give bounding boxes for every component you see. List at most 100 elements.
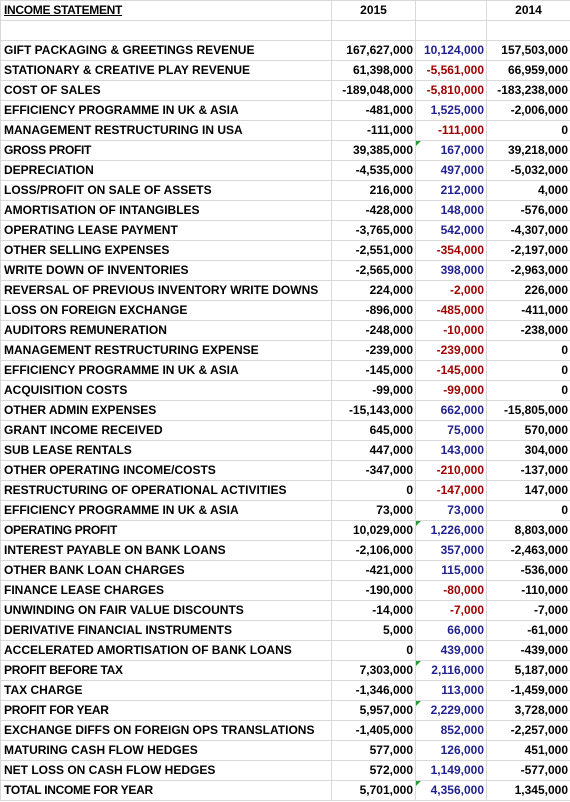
- value-2015-cell[interactable]: -2,106,000: [331, 540, 416, 561]
- change-cell[interactable]: 75,000: [415, 420, 487, 441]
- value-2015-cell[interactable]: -896,000: [331, 300, 416, 321]
- value-2014-cell[interactable]: -2,963,000: [486, 260, 570, 281]
- change-cell[interactable]: -145,000: [415, 360, 487, 381]
- value-2014-cell[interactable]: 570,000: [486, 420, 570, 441]
- change-cell[interactable]: -485,000: [415, 300, 487, 321]
- value-2015-cell[interactable]: -145,000: [331, 360, 416, 381]
- row-label-cell[interactable]: OTHER OPERATING INCOME/COSTS: [0, 460, 332, 481]
- value-2014-cell[interactable]: 3,728,000: [486, 700, 570, 721]
- change-cell[interactable]: -80,000: [415, 580, 487, 601]
- value-2015-cell[interactable]: -99,000: [331, 380, 416, 401]
- change-cell[interactable]: -5,810,000: [415, 80, 487, 101]
- value-2014-cell[interactable]: -1,459,000: [486, 680, 570, 701]
- change-cell[interactable]: 439,000: [415, 640, 487, 661]
- change-cell[interactable]: 357,000: [415, 540, 487, 561]
- value-2014-cell[interactable]: -439,000: [486, 640, 570, 661]
- value-2014-cell[interactable]: -5,032,000: [486, 160, 570, 181]
- change-cell[interactable]: 2,116,000: [415, 660, 487, 681]
- value-2014-cell[interactable]: 147,000: [486, 480, 570, 501]
- row-label-cell[interactable]: EXCHANGE DIFFS ON FOREIGN OPS TRANSLATIO…: [0, 720, 332, 741]
- row-label-cell[interactable]: MANAGEMENT RESTRUCTURING IN USA: [0, 120, 332, 141]
- change-cell[interactable]: 73,000: [415, 500, 487, 521]
- value-2015-cell[interactable]: 5,957,000: [331, 700, 416, 721]
- change-cell[interactable]: 2,229,000: [415, 700, 487, 721]
- value-2014-cell[interactable]: -411,000: [486, 300, 570, 321]
- value-2014-cell[interactable]: -4,307,000: [486, 220, 570, 241]
- value-2014-cell[interactable]: -183,238,000: [486, 80, 570, 101]
- row-label-cell[interactable]: OPERATING LEASE PAYMENT: [0, 220, 332, 241]
- value-2014-cell[interactable]: 8,803,000: [486, 520, 570, 541]
- value-2014-cell[interactable]: 0: [486, 500, 570, 521]
- change-cell[interactable]: -354,000: [415, 240, 487, 261]
- value-2015-cell[interactable]: -4,535,000: [331, 160, 416, 181]
- change-cell[interactable]: -239,000: [415, 340, 487, 361]
- value-2015-cell[interactable]: 5,000: [331, 620, 416, 641]
- row-label-cell[interactable]: GRANT INCOME RECEIVED: [0, 420, 332, 441]
- value-2015-cell[interactable]: -428,000: [331, 200, 416, 221]
- row-label-cell[interactable]: OTHER ADMIN EXPENSES: [0, 400, 332, 421]
- row-label-cell[interactable]: SUB LEASE RENTALS: [0, 440, 332, 461]
- row-label-cell[interactable]: LOSS ON FOREIGN EXCHANGE: [0, 300, 332, 321]
- value-2014-cell[interactable]: 1,345,000: [486, 780, 570, 801]
- value-2015-cell[interactable]: -190,000: [331, 580, 416, 601]
- value-2015-cell[interactable]: -421,000: [331, 560, 416, 581]
- year-2015-header[interactable]: 2015: [331, 0, 416, 21]
- change-cell[interactable]: 143,000: [415, 440, 487, 461]
- change-cell[interactable]: -99,000: [415, 380, 487, 401]
- value-2015-cell[interactable]: -481,000: [331, 100, 416, 121]
- value-2014-cell[interactable]: -576,000: [486, 200, 570, 221]
- row-label-cell[interactable]: EFFICIENCY PROGRAMME IN UK & ASIA: [0, 100, 332, 121]
- row-label-cell[interactable]: TAX CHARGE: [0, 680, 332, 701]
- change-cell[interactable]: 1,525,000: [415, 100, 487, 121]
- row-label-cell[interactable]: OTHER SELLING EXPENSES: [0, 240, 332, 261]
- value-2014-cell[interactable]: -15,805,000: [486, 400, 570, 421]
- row-label-cell[interactable]: ACQUISITION COSTS: [0, 380, 332, 401]
- change-cell[interactable]: 66,000: [415, 620, 487, 641]
- change-cell[interactable]: -2,000: [415, 280, 487, 301]
- value-2015-cell[interactable]: -1,346,000: [331, 680, 416, 701]
- change-cell[interactable]: -5,561,000: [415, 60, 487, 81]
- row-label-cell[interactable]: AUDITORS REMUNERATION: [0, 320, 332, 341]
- row-label-cell[interactable]: MATURING CASH FLOW HEDGES: [0, 740, 332, 761]
- value-2014-cell[interactable]: 39,218,000: [486, 140, 570, 161]
- value-2014-cell[interactable]: 157,503,000: [486, 40, 570, 61]
- value-2014-cell[interactable]: 5,187,000: [486, 660, 570, 681]
- change-cell[interactable]: -147,000: [415, 480, 487, 501]
- value-2014-cell[interactable]: -2,197,000: [486, 240, 570, 261]
- row-label-cell[interactable]: RESTRUCTURING OF OPERATIONAL ACTIVITIES: [0, 480, 332, 501]
- change-cell[interactable]: 398,000: [415, 260, 487, 281]
- row-label-cell[interactable]: REVERSAL OF PREVIOUS INVENTORY WRITE DOW…: [0, 280, 332, 301]
- value-2014-cell[interactable]: -7,000: [486, 600, 570, 621]
- row-label-cell[interactable]: PROFIT BEFORE TAX: [0, 660, 332, 681]
- change-cell[interactable]: 497,000: [415, 160, 487, 181]
- value-2015-cell[interactable]: 73,000: [331, 500, 416, 521]
- change-cell[interactable]: 126,000: [415, 740, 487, 761]
- change-cell[interactable]: 148,000: [415, 200, 487, 221]
- value-2015-cell[interactable]: -3,765,000: [331, 220, 416, 241]
- value-2014-cell[interactable]: -577,000: [486, 760, 570, 781]
- statement-title-cell[interactable]: INCOME STATEMENT: [0, 0, 332, 21]
- value-2015-cell[interactable]: 0: [331, 640, 416, 661]
- value-2014-cell[interactable]: 0: [486, 340, 570, 361]
- change-cell[interactable]: -7,000: [415, 600, 487, 621]
- blank-cell[interactable]: [331, 20, 416, 41]
- row-label-cell[interactable]: EFFICIENCY PROGRAMME IN UK & ASIA: [0, 500, 332, 521]
- change-cell[interactable]: 113,000: [415, 680, 487, 701]
- value-2014-cell[interactable]: 226,000: [486, 280, 570, 301]
- row-label-cell[interactable]: NET LOSS ON CASH FLOW HEDGES: [0, 760, 332, 781]
- row-label-cell[interactable]: INTEREST PAYABLE ON BANK LOANS: [0, 540, 332, 561]
- value-2015-cell[interactable]: 447,000: [331, 440, 416, 461]
- row-label-cell[interactable]: DEPRECIATION: [0, 160, 332, 181]
- value-2015-cell[interactable]: -111,000: [331, 120, 416, 141]
- row-label-cell[interactable]: STATIONARY & CREATIVE PLAY REVENUE: [0, 60, 332, 81]
- blank-cell[interactable]: [415, 20, 487, 41]
- change-cell[interactable]: 167,000: [415, 140, 487, 161]
- blank-cell[interactable]: [0, 20, 332, 41]
- value-2014-cell[interactable]: -536,000: [486, 560, 570, 581]
- change-cell[interactable]: -10,000: [415, 320, 487, 341]
- value-2015-cell[interactable]: 572,000: [331, 760, 416, 781]
- value-2015-cell[interactable]: -15,143,000: [331, 400, 416, 421]
- row-label-cell[interactable]: WRITE DOWN OF INVENTORIES: [0, 260, 332, 281]
- value-2015-cell[interactable]: 216,000: [331, 180, 416, 201]
- row-label-cell[interactable]: UNWINDING ON FAIR VALUE DISCOUNTS: [0, 600, 332, 621]
